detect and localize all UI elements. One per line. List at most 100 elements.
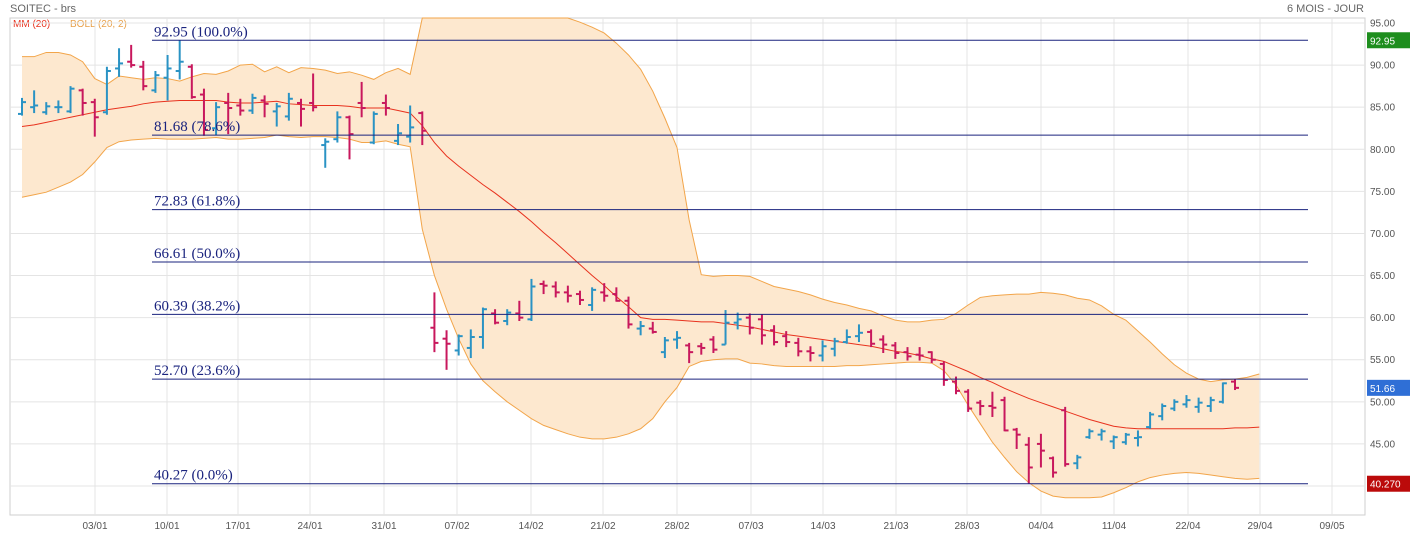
ohlc-bar xyxy=(964,389,973,412)
fibonacci-levels: 92.95 (100.0%) 81.68 (78.6%) 72.83 (61.8%)… xyxy=(152,24,1308,485)
ohlc-bar xyxy=(563,285,572,303)
period-label[interactable]: 6 MOIS - JOUR xyxy=(1286,3,1364,15)
y-axis: 95.00 90.00 85.00 80.00 75.00 70.00 65.00 60.00… xyxy=(1370,19,1395,493)
ohlc-bar xyxy=(127,44,136,68)
ohlc-bar xyxy=(854,324,863,343)
price-badge-low xyxy=(1367,475,1410,492)
ohlc-bar xyxy=(381,94,390,116)
y-tick-label: 60.00 xyxy=(1370,313,1395,324)
fib-label: 66.61 (50.0%) xyxy=(154,246,240,262)
price-badge-label: 92.95 xyxy=(1370,36,1395,47)
fib-label: 92.95 (100.0%) xyxy=(154,24,248,40)
x-axis: 03/01 10/01 17/01 24/01 31/01 07/02 14/02 21/02… xyxy=(82,521,1344,532)
ohlc-bar xyxy=(733,312,742,330)
y-tick-label: 80.00 xyxy=(1370,145,1395,156)
ohlc-bar xyxy=(163,54,172,101)
x-tick-label: 29/04 xyxy=(1247,521,1272,532)
ohlc-bar xyxy=(224,92,233,135)
ohlc-bar xyxy=(600,283,609,302)
ohlc-bar xyxy=(939,361,948,386)
ohlc-bar xyxy=(321,138,330,168)
boll-legend[interactable]: BOLL (20, 2) xyxy=(70,19,127,30)
ohlc-bar xyxy=(891,342,900,359)
y-tick-label: 95.00 xyxy=(1370,19,1395,30)
ohlc-bar xyxy=(1036,433,1045,468)
ohlc-bar xyxy=(54,100,63,114)
x-tick-label: 10/01 xyxy=(154,521,179,532)
ohlc-bar xyxy=(1133,430,1142,447)
ohlc-bar xyxy=(903,347,912,361)
ohlc-bar xyxy=(757,314,766,345)
x-tick-label: 28/03 xyxy=(954,521,979,532)
price-badge-high xyxy=(1367,32,1410,49)
price-badges: 92.95 51.66 40.270 xyxy=(1367,32,1410,492)
ohlc-bar xyxy=(369,111,378,145)
ohlc-bar xyxy=(515,300,524,322)
ohlc-bar xyxy=(575,290,584,306)
y-tick-label: 90.00 xyxy=(1370,61,1395,72)
ohlc-bar xyxy=(915,347,924,361)
ohlc-bar xyxy=(842,329,851,344)
ohlc-bar xyxy=(466,329,475,359)
ohlc-bar xyxy=(212,102,221,135)
x-tick-label: 04/04 xyxy=(1028,521,1053,532)
ohlc-bar xyxy=(309,73,318,112)
y-tick-label: 75.00 xyxy=(1370,187,1395,198)
ohlc-bar xyxy=(442,330,451,370)
ohlc-bar xyxy=(770,325,779,346)
price-badge-label: 40.270 xyxy=(1370,480,1401,491)
ohlc-bar xyxy=(1146,411,1155,429)
x-tick-label: 28/02 xyxy=(664,521,689,532)
ohlc-bar xyxy=(284,92,293,121)
ohlc-bar xyxy=(260,95,269,118)
ohlc-bar xyxy=(636,321,645,336)
ohlc-bar xyxy=(18,97,26,116)
ohlc-bar xyxy=(491,309,500,325)
bollinger-bands xyxy=(21,17,1260,499)
ohlc-bar xyxy=(673,331,682,349)
x-tick-label: 14/02 xyxy=(518,521,543,532)
fib-label: 72.83 (61.8%) xyxy=(154,194,240,210)
ohlc-bar xyxy=(1097,428,1106,441)
x-tick-label: 07/02 xyxy=(444,521,469,532)
ohlc-bar xyxy=(1049,456,1058,478)
price-badge-label: 51.66 xyxy=(1370,384,1395,395)
ohlc-bar xyxy=(296,98,305,127)
fib-label: 52.70 (23.6%) xyxy=(154,363,240,379)
ohlc-bar xyxy=(151,70,160,93)
ohlc-bar xyxy=(115,48,124,77)
bollinger-lower xyxy=(21,134,1260,499)
ohlc-bar xyxy=(806,346,815,362)
ohlc-bar xyxy=(1073,454,1082,470)
x-tick-label: 17/01 xyxy=(225,521,250,532)
x-tick-label: 14/03 xyxy=(810,521,835,532)
y-tick-label: 65.00 xyxy=(1370,271,1395,282)
ohlc-bar xyxy=(1218,382,1227,404)
ohlc-bar xyxy=(1109,435,1118,449)
ohlc-bar xyxy=(697,342,706,355)
ohlc-bar xyxy=(357,81,366,118)
ohlc-bar xyxy=(1206,396,1215,412)
ohlc-bar xyxy=(685,342,694,364)
ohlc-bar xyxy=(248,93,257,114)
y-tick-label: 50.00 xyxy=(1370,397,1395,408)
ma-legend[interactable]: MM (20) xyxy=(13,19,51,30)
ohlc-bar xyxy=(187,64,196,99)
price-badge-last xyxy=(1367,379,1410,396)
ohlc-bar xyxy=(78,88,87,116)
ohlc-bar xyxy=(406,105,415,143)
ohlc-bar xyxy=(879,335,888,353)
ohlc-bar xyxy=(66,86,75,114)
fib-label: 40.27 (0.0%) xyxy=(154,468,233,484)
x-tick-label: 21/03 xyxy=(883,521,908,532)
ohlc-bar xyxy=(867,329,876,348)
ohlc-bar xyxy=(782,331,791,348)
y-tick-label: 85.00 xyxy=(1370,103,1395,114)
symbol-title: SOITEC - brs xyxy=(10,3,77,15)
x-tick-label: 09/05 xyxy=(1319,521,1344,532)
ohlc-bar xyxy=(236,98,245,116)
ohlc-bar xyxy=(988,391,997,417)
ohlc-bar xyxy=(90,98,99,137)
ohlc-bar xyxy=(1231,379,1239,391)
